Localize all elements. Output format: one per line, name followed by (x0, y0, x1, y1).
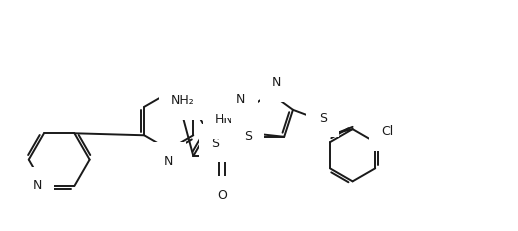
Text: N: N (236, 93, 245, 106)
Text: Cl: Cl (381, 125, 394, 138)
Text: N: N (164, 155, 174, 167)
Text: HN: HN (215, 113, 234, 126)
Text: N: N (272, 76, 281, 89)
Text: S: S (319, 112, 327, 125)
Text: N: N (33, 179, 42, 192)
Text: S: S (244, 130, 252, 143)
Text: O: O (217, 188, 227, 201)
Text: S: S (211, 137, 220, 149)
Text: NH₂: NH₂ (171, 94, 195, 107)
